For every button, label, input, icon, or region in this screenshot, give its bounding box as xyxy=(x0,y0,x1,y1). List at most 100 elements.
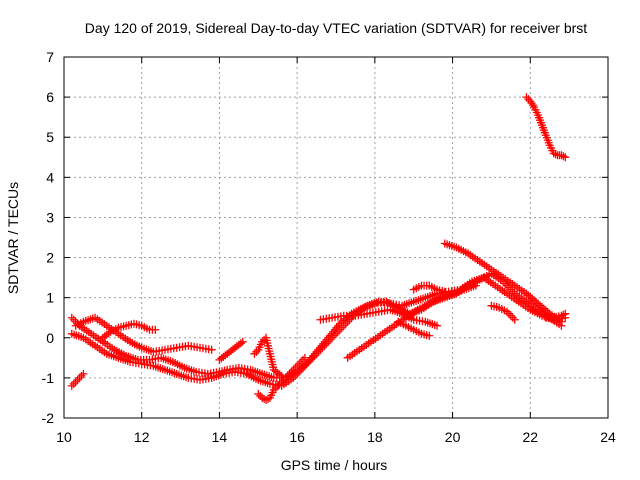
y-tick-label: 2 xyxy=(46,250,54,266)
y-tick-label: 1 xyxy=(46,290,54,306)
data-point xyxy=(337,318,346,327)
x-tick-label: 12 xyxy=(134,429,150,445)
data-point xyxy=(287,367,296,376)
data-point xyxy=(433,321,442,330)
data-point xyxy=(332,323,341,332)
x-tick-label: 14 xyxy=(212,429,228,445)
data-point xyxy=(534,299,543,308)
data-point xyxy=(293,361,302,370)
y-tick-label: 0 xyxy=(46,330,54,346)
plot-frame xyxy=(63,56,609,419)
data-point xyxy=(320,337,329,346)
data-point xyxy=(309,351,318,360)
data-point xyxy=(289,373,298,382)
data-point xyxy=(324,333,333,342)
data-point xyxy=(258,337,267,346)
data-point xyxy=(559,152,568,161)
data-point xyxy=(75,373,84,382)
data-point xyxy=(506,311,515,320)
data-point xyxy=(252,347,261,356)
y-tick-label: -2 xyxy=(42,410,55,426)
data-point xyxy=(298,363,307,372)
data-point xyxy=(506,285,515,294)
data-point xyxy=(77,371,86,380)
data-point xyxy=(289,365,298,374)
data-point xyxy=(293,369,302,378)
data-point xyxy=(269,385,278,394)
data-point xyxy=(471,281,480,290)
data-point xyxy=(314,345,323,354)
data-point xyxy=(295,367,304,376)
data-point xyxy=(238,337,247,346)
data-point xyxy=(271,383,280,392)
data-point xyxy=(67,313,76,322)
data-point xyxy=(236,339,245,348)
x-tick-label: 10 xyxy=(56,429,72,445)
data-point xyxy=(279,375,288,384)
data-point xyxy=(291,363,300,372)
y-axis-label: SDTVAR / TECUs xyxy=(5,182,21,294)
y-tick-label: 7 xyxy=(46,49,54,65)
data-point xyxy=(551,150,560,159)
data-point xyxy=(510,315,519,324)
series-track-e xyxy=(215,337,247,364)
data-point xyxy=(327,329,336,338)
data-point xyxy=(151,325,160,334)
data-point xyxy=(528,101,537,110)
series-track-b xyxy=(67,269,566,390)
data-point xyxy=(79,369,88,378)
data-point xyxy=(335,319,344,328)
data-point xyxy=(277,371,286,380)
data-point xyxy=(305,355,314,364)
data-point xyxy=(319,339,328,348)
data-point xyxy=(297,357,306,366)
series-track-j xyxy=(343,281,480,362)
series-track-c xyxy=(71,313,216,356)
data-point xyxy=(524,291,533,300)
data-point xyxy=(343,313,352,322)
data-point xyxy=(508,287,517,296)
data-point xyxy=(317,341,326,350)
y-tick-label: 5 xyxy=(46,129,54,145)
x-axis-label: GPS time / hours xyxy=(281,457,388,473)
data-point xyxy=(559,310,568,319)
data-point xyxy=(262,395,271,404)
data-point xyxy=(304,357,313,366)
series-track-g xyxy=(250,333,286,380)
data-point xyxy=(527,99,536,108)
data-point xyxy=(281,373,290,382)
series-track-o xyxy=(541,309,570,322)
data-point xyxy=(275,370,284,379)
y-tick-label: 3 xyxy=(46,209,54,225)
data-point xyxy=(71,377,80,386)
data-point xyxy=(528,294,537,303)
x-tick-label: 24 xyxy=(600,429,616,445)
data-point xyxy=(250,349,259,358)
y-tick-label: 4 xyxy=(46,169,54,185)
data-point xyxy=(73,375,82,384)
data-point xyxy=(536,301,544,310)
data-point xyxy=(330,325,339,334)
series-track-a xyxy=(67,273,570,382)
data-point xyxy=(325,331,334,340)
data-point xyxy=(298,355,307,364)
data-point xyxy=(549,149,558,158)
data-point xyxy=(537,303,546,312)
series-track-n xyxy=(409,281,449,296)
data-point xyxy=(104,329,113,338)
data-point xyxy=(329,327,338,336)
data-point xyxy=(524,95,533,104)
data-point xyxy=(302,359,311,368)
data-point xyxy=(273,381,282,390)
series-track-m xyxy=(487,301,519,324)
data-point xyxy=(539,304,548,313)
data-point xyxy=(254,389,263,398)
data-point xyxy=(561,309,570,318)
data-point xyxy=(504,309,513,318)
data-point xyxy=(300,361,309,370)
data-point xyxy=(207,345,216,354)
x-tick-label: 22 xyxy=(522,429,538,445)
series-track-l xyxy=(522,93,570,162)
data-point xyxy=(297,365,306,374)
